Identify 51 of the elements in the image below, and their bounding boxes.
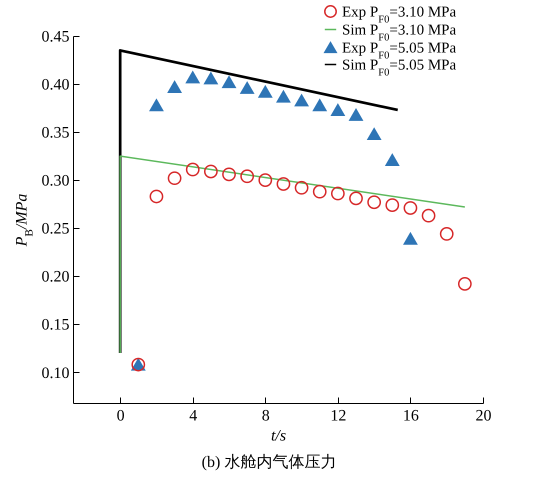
point	[204, 72, 218, 84]
point	[367, 195, 382, 210]
point	[258, 173, 272, 187]
x-axis-title: t/s	[270, 428, 286, 444]
point	[150, 99, 164, 112]
legend-label: Sim P$_{F0}$=3.10 MPa	[342, 22, 457, 43]
point	[330, 104, 345, 116]
point	[186, 71, 200, 84]
x-tick-label: 4	[189, 408, 198, 424]
point	[294, 94, 308, 106]
y-tick-label: 0.35	[42, 124, 70, 142]
text: (b) 水舱内气体压力	[200, 452, 338, 473]
point	[312, 184, 327, 198]
point	[222, 76, 236, 88]
x-tick-label: 0	[116, 408, 125, 424]
point	[204, 164, 218, 178]
x-tick-label: 8	[262, 408, 270, 424]
x-tick-label: 16	[402, 408, 419, 424]
point	[385, 154, 400, 166]
point	[349, 192, 363, 206]
point	[240, 169, 254, 184]
legend-label: Exp P$_{F0}$=3.10 MPa	[342, 4, 456, 25]
y-tick-label: 0.20	[42, 268, 70, 286]
point	[168, 80, 182, 93]
x-tick-label: 20	[476, 408, 492, 424]
point	[349, 108, 363, 121]
point	[258, 86, 272, 98]
point	[276, 90, 290, 103]
point	[186, 162, 200, 176]
y-tick-label: 0.10	[42, 364, 70, 382]
point	[458, 277, 472, 291]
point	[222, 167, 236, 182]
y-tick-label: 0.40	[42, 76, 70, 94]
point	[404, 201, 418, 215]
y-tick-label: 0.45	[42, 28, 70, 46]
point	[422, 208, 436, 223]
point	[440, 227, 454, 241]
y-tick-label: 0.25	[42, 220, 70, 238]
x-tick-label: 12	[330, 408, 346, 424]
point	[150, 190, 164, 204]
point	[404, 232, 418, 245]
point	[168, 171, 182, 186]
point	[330, 186, 345, 200]
point	[312, 99, 327, 112]
point	[240, 82, 254, 94]
point	[385, 198, 400, 212]
point	[276, 177, 290, 191]
point	[294, 180, 308, 195]
point	[367, 128, 382, 140]
y-tick-label: 0.15	[42, 316, 70, 334]
y-tick-label: 0.30	[42, 172, 70, 190]
